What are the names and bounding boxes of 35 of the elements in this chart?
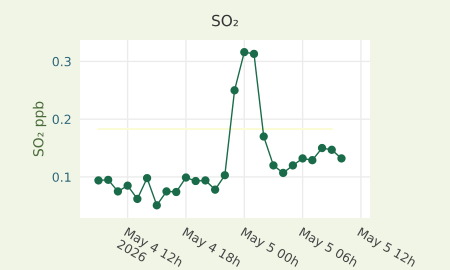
point [250, 50, 258, 58]
point [278, 168, 288, 178]
point [298, 154, 307, 163]
y-tick-label: 0.3 [52, 56, 71, 66]
point [142, 174, 152, 182]
point [133, 194, 142, 204]
point [240, 48, 248, 56]
point [104, 176, 112, 184]
point [260, 132, 268, 141]
point [210, 186, 220, 194]
point [269, 161, 278, 170]
point [162, 187, 171, 196]
point [123, 181, 132, 190]
point [318, 144, 326, 152]
x-tick-label: May 5 00h [239, 226, 300, 270]
point [94, 176, 103, 185]
point [220, 171, 230, 180]
point [328, 146, 336, 154]
x-tick-label: May 4 18h [180, 226, 242, 270]
point [337, 154, 346, 163]
point [288, 161, 298, 170]
point [172, 188, 180, 196]
point [201, 176, 210, 185]
y-tick-label: 0.1 [52, 172, 71, 182]
x-tick-label: May 5 12h [356, 226, 417, 270]
x-tick-label: May 5 06h [298, 226, 358, 270]
y-axis-title: SO₂ ppb [32, 102, 46, 156]
point [308, 156, 316, 164]
point [192, 176, 200, 186]
point [182, 173, 190, 182]
point [152, 201, 161, 210]
point [230, 86, 239, 94]
chart-title: SO₂ [212, 14, 238, 26]
y-tick-label: 0.2 [52, 114, 70, 124]
point [114, 187, 122, 196]
